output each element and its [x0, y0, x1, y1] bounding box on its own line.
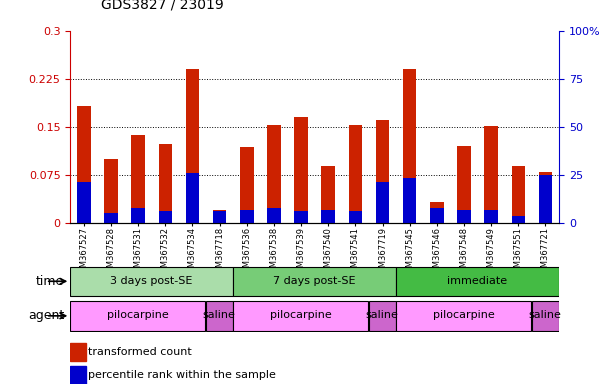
Text: pilocarpine: pilocarpine [270, 310, 332, 320]
Text: time: time [36, 275, 64, 288]
Bar [376, 120, 389, 223]
Text: saline: saline [366, 310, 399, 320]
Bar [349, 211, 362, 223]
Bar [213, 210, 227, 223]
Text: immediate: immediate [447, 276, 507, 286]
Bar [267, 208, 280, 223]
Bar [403, 178, 417, 223]
Bar [396, 301, 532, 331]
Bar [349, 125, 362, 223]
Bar [430, 208, 444, 223]
Bar [457, 146, 471, 223]
Bar [376, 182, 389, 223]
Bar [70, 366, 86, 384]
Bar [295, 211, 308, 223]
Text: pilocarpine: pilocarpine [433, 310, 495, 320]
Text: GDS3827 / 23019: GDS3827 / 23019 [101, 0, 224, 12]
Bar [295, 117, 308, 223]
Bar [511, 216, 525, 223]
Bar [186, 173, 199, 223]
Text: 3 days post-SE: 3 days post-SE [110, 276, 192, 286]
Text: saline: saline [203, 310, 236, 320]
Bar [321, 210, 335, 223]
Bar [70, 301, 205, 331]
Text: saline: saline [529, 310, 562, 320]
Bar [104, 213, 118, 223]
Bar [70, 343, 86, 361]
Bar [158, 144, 172, 223]
Bar [240, 147, 254, 223]
Bar [77, 182, 90, 223]
Text: pilocarpine: pilocarpine [107, 310, 169, 320]
Bar [104, 159, 118, 223]
Bar [77, 106, 90, 223]
Bar [532, 301, 558, 331]
Bar [206, 301, 233, 331]
Bar [186, 69, 199, 223]
Text: percentile rank within the sample: percentile rank within the sample [88, 370, 276, 380]
Bar [396, 266, 558, 296]
Bar [539, 172, 552, 223]
Bar [70, 266, 233, 296]
Bar [233, 301, 368, 331]
Bar [267, 126, 280, 223]
Bar [213, 211, 227, 223]
Bar [233, 266, 395, 296]
Bar [485, 126, 498, 223]
Bar [131, 208, 145, 223]
Bar [158, 211, 172, 223]
Text: agent: agent [28, 310, 64, 322]
Bar [511, 166, 525, 223]
Bar [539, 175, 552, 223]
Bar [131, 135, 145, 223]
Bar [457, 210, 471, 223]
Bar [321, 166, 335, 223]
Bar [485, 210, 498, 223]
Bar [369, 301, 395, 331]
Bar [240, 210, 254, 223]
Text: transformed count: transformed count [88, 347, 192, 357]
Bar [403, 69, 417, 223]
Text: 7 days post-SE: 7 days post-SE [273, 276, 356, 286]
Bar [430, 202, 444, 223]
